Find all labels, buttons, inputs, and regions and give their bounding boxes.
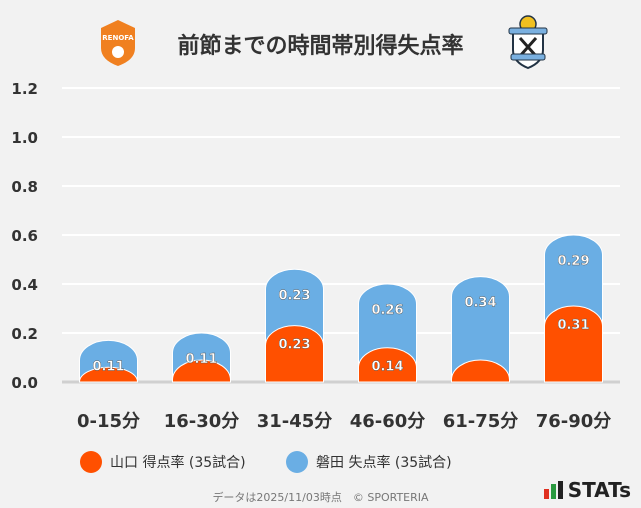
x-tick-label: 31-45分 bbox=[257, 411, 333, 432]
legend-item-iwata: 磐田 失点率 (35試合) bbox=[286, 451, 452, 473]
data-label-iwata: 0.34 bbox=[464, 296, 496, 311]
bar-chart: 0.0 0.2 0.4 0.6 0.8 1.0 1.2 0.11 0-15分 0.11 16-30分… bbox=[11, 80, 620, 432]
stats-brand: STATs bbox=[543, 478, 631, 502]
y-tick-label: 0.0 bbox=[11, 374, 38, 392]
bar-iwata bbox=[451, 276, 510, 383]
legend-label: 山口 得点率 (35試合) bbox=[110, 455, 246, 471]
y-tick-label: 1.2 bbox=[11, 80, 38, 98]
chart-title: 前節までの時間帯別得失点率 bbox=[177, 34, 464, 59]
legend-item-yamaguchi: 山口 得点率 (35試合) bbox=[80, 451, 246, 473]
svg-text:RENOFA: RENOFA bbox=[102, 34, 134, 42]
bar-yamaguchi bbox=[265, 325, 324, 383]
data-label-iwata: 0.11 bbox=[185, 352, 217, 367]
bar-yamaguchi bbox=[172, 359, 231, 383]
data-label-iwata: 0.26 bbox=[371, 303, 403, 318]
data-label-iwata: 0.23 bbox=[278, 288, 310, 303]
legend-swatch bbox=[286, 451, 308, 473]
data-label-yamaguchi: 0.14 bbox=[371, 360, 403, 375]
x-tick-label: 0-15分 bbox=[77, 411, 140, 432]
y-tick-label: 0.4 bbox=[11, 276, 38, 294]
jubilo-logo bbox=[508, 15, 548, 70]
x-tick-label: 76-90分 bbox=[536, 411, 612, 432]
bar-yamaguchi bbox=[78, 366, 139, 383]
x-tick-label: 46-60分 bbox=[350, 411, 426, 432]
y-tick-label: 0.8 bbox=[11, 178, 38, 196]
data-label-yamaguchi: 0.31 bbox=[557, 318, 589, 333]
y-tick-label: 0.6 bbox=[11, 227, 38, 245]
y-tick-label: 0.2 bbox=[11, 325, 38, 343]
y-tick-label: 1.0 bbox=[11, 129, 38, 147]
bar-yamaguchi bbox=[544, 305, 603, 383]
bar-yamaguchi bbox=[358, 347, 417, 383]
stats-logo-icon bbox=[543, 481, 563, 499]
legend-label: 磐田 失点率 (35試合) bbox=[316, 455, 452, 471]
bar-yamaguchi bbox=[451, 359, 510, 383]
data-label-iwata: 0.29 bbox=[557, 254, 589, 269]
x-tick-label: 16-30分 bbox=[164, 411, 240, 432]
data-label-yamaguchi: 0.23 bbox=[278, 338, 310, 353]
x-tick-label: 61-75分 bbox=[443, 411, 519, 432]
legend-swatch bbox=[80, 451, 102, 473]
brand-name: STATs bbox=[567, 478, 631, 502]
footer-note: データは2025/11/03時点 © SPORTERIA bbox=[212, 491, 429, 504]
data-label-iwata: 0.11 bbox=[92, 359, 124, 374]
renofa-logo: RENOFA bbox=[101, 20, 135, 66]
